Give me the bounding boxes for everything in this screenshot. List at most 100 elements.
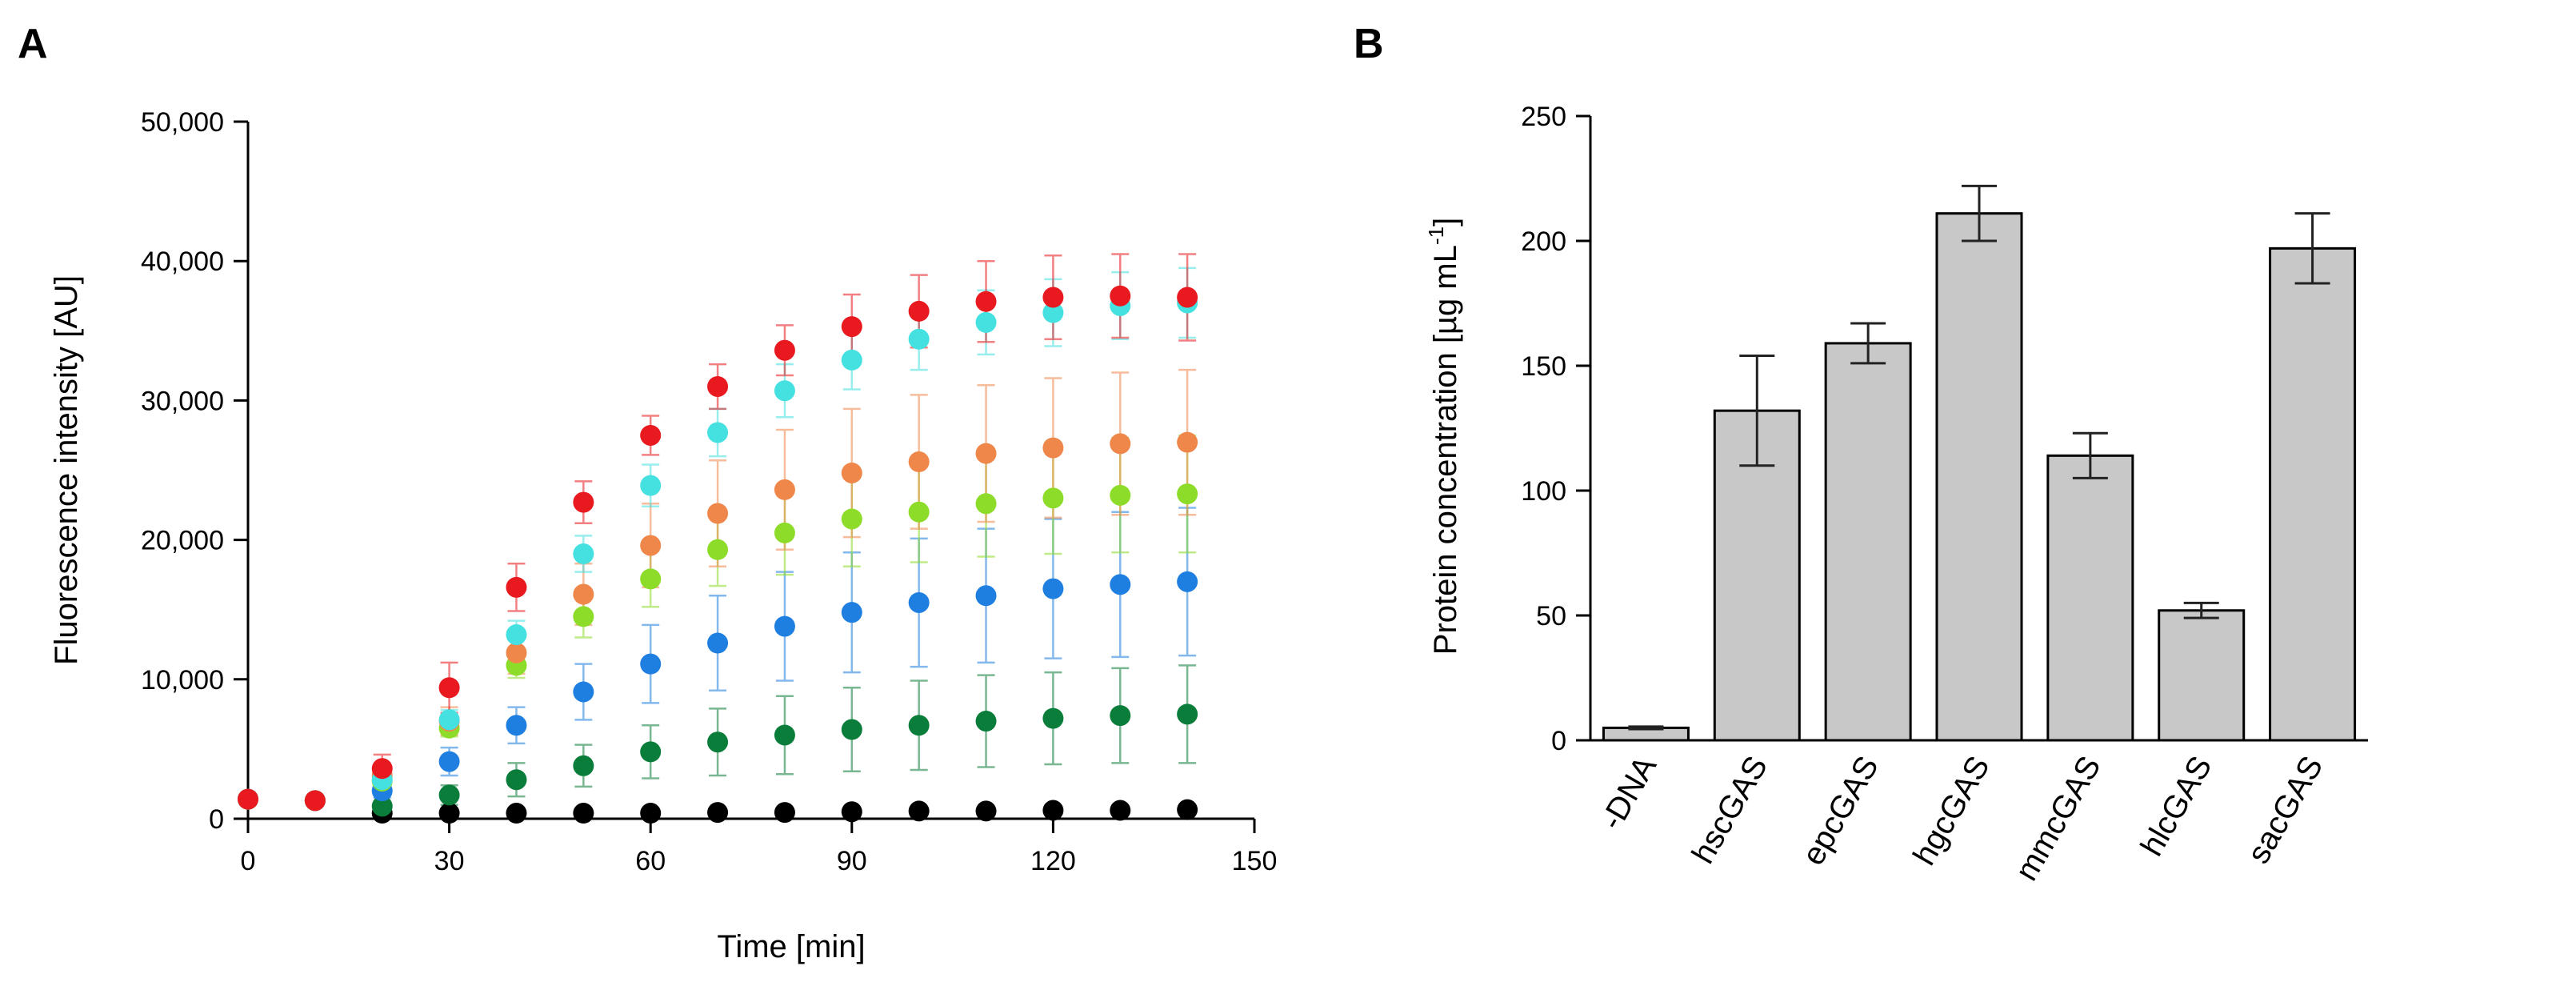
panel-a-data-point	[975, 585, 997, 607]
panel-a-data-point	[1110, 705, 1131, 727]
panel-a-data-point	[1042, 707, 1064, 729]
panel-a-ticks: 0 10,000 20,000 30,000 40,000 50,000 0 30 60 90 12…	[141, 107, 1277, 876]
panel-a-data-point	[438, 709, 460, 731]
panel-a-x-tick-label: 150	[1232, 846, 1278, 876]
panel-a-data-point	[1042, 287, 1064, 308]
panel-a-data-point	[1177, 703, 1198, 725]
panel-a-data-point	[975, 493, 997, 515]
panel-a-y-tick-label: 50,000	[141, 107, 224, 138]
panel-a-data-point	[371, 796, 393, 817]
panel-label-b: B	[1354, 21, 1384, 67]
panel-a-data-point	[774, 479, 795, 500]
panel-a-y-axis-title: Fluorescence intensity [AU]	[49, 275, 84, 665]
panel-a-data-point	[841, 801, 862, 823]
panel-a-data-point	[640, 424, 662, 446]
panel-a-data-point	[1177, 483, 1198, 505]
panel-b-y-tick-label: 50	[1536, 601, 1566, 631]
panel-a-data-point	[506, 642, 527, 663]
panel-a-x-tick-label: 120	[1030, 846, 1076, 876]
panel-a-data-point	[975, 443, 997, 464]
panel-a-y-tick-label: 30,000	[141, 386, 224, 416]
panel-a-data-point	[304, 790, 326, 812]
panel-a-data-point	[640, 803, 662, 824]
panel-a-data-point	[238, 788, 258, 810]
panel-a-data-point	[908, 451, 930, 473]
panel-b-y-axis-title-main: Protein concentration [µg mL	[1428, 245, 1463, 655]
panel-b-category-label: hlcGAS	[2134, 751, 2219, 862]
panel-a-data-point	[1042, 578, 1064, 599]
panel-a-x-tick-label: 90	[837, 846, 867, 876]
panel-b-category-label: epcGAS	[1795, 751, 1886, 872]
panel-a-data-point	[640, 568, 662, 590]
panel-a-data-point	[841, 349, 862, 371]
panel-a-data-point	[438, 803, 460, 824]
panel-b-y-axis-title-end: ]	[1428, 218, 1463, 226]
panel-b-error-bar	[2294, 212, 2330, 285]
panel-a-data-point	[975, 711, 997, 732]
panel-b-bar	[2046, 454, 2134, 742]
panel-a-data-point	[438, 751, 460, 772]
panel-a-data-point	[975, 291, 997, 312]
panel-a-data-point	[774, 615, 795, 637]
panel-b-error-bar	[1628, 725, 1664, 731]
panel-a-data-point	[908, 591, 930, 613]
panel-a-data-point	[640, 475, 662, 496]
panel-a-data-point	[841, 508, 862, 530]
panel-b-bar	[2269, 247, 2357, 742]
panel-a-data-point	[774, 380, 795, 402]
panel-b-y-tick-label: 250	[1521, 102, 1566, 132]
panel-a-data-point	[774, 339, 795, 361]
panel-a-data-point	[908, 715, 930, 736]
panel-a-data-point	[1110, 484, 1131, 506]
panel-a-scatter-chart: A 0 10,000 20,000 30,000 40,000 50,000 0 30 60 90…	[18, 21, 1277, 964]
panel-a-data-point	[1042, 437, 1064, 459]
panel-a-data-point	[1042, 800, 1064, 821]
panel-a-data-point	[707, 375, 729, 397]
panel-a-data-point	[707, 503, 729, 524]
panel-a-data-point	[371, 758, 393, 780]
panel-b-y-axis-title: Protein concentration [µg mL-1]	[1424, 218, 1463, 655]
panel-b-y-tick-label: 100	[1521, 476, 1566, 507]
panel-a-x-tick-label: 60	[635, 846, 666, 876]
panel-a-y-tick-label: 10,000	[141, 665, 224, 695]
panel-b-bar	[2158, 609, 2246, 742]
panel-a-data-point	[908, 328, 930, 350]
panel-b-bar-chart: B 0 50 100 150 200 250 -DNA hscGAS epcGAS hgcGAS…	[1354, 21, 2368, 887]
panel-a-data-point	[774, 802, 795, 824]
panel-a-data-point	[707, 802, 729, 824]
panel-b-category-label: -DNA	[1594, 750, 1663, 836]
panel-a-data-point	[841, 602, 862, 623]
panel-a-data-point	[573, 803, 594, 824]
panel-a-y-tick-label: 0	[209, 804, 224, 835]
panel-a-data-point	[573, 606, 594, 627]
panel-b-category-label: mmcGAS	[2009, 751, 2108, 887]
panel-b-bars: -DNA hscGAS epcGAS hgcGAS mmcGAS hlcGAS sacGAS	[1594, 184, 2357, 887]
panel-b-error-bar	[2072, 431, 2108, 479]
panel-a-data-point	[573, 543, 594, 565]
panel-a-data-point	[908, 800, 930, 822]
panel-b-y-tick-label: 0	[1551, 726, 1566, 756]
panel-b-error-bar	[1962, 184, 1997, 242]
panel-b-category-label: hgcGAS	[1906, 751, 1997, 872]
panel-a-data-point	[1177, 287, 1198, 308]
panel-a-data-point	[1177, 571, 1198, 592]
panel-a-x-axis-title: Time [min]	[717, 929, 865, 964]
panel-a-data-point	[438, 784, 460, 806]
panel-b-ticks: 0 50 100 150 200 250	[1521, 102, 1590, 756]
panel-a-data-point	[841, 316, 862, 338]
panel-a-data-point	[506, 624, 527, 646]
panel-a-data-point	[1110, 285, 1131, 307]
panel-a-data-point	[908, 501, 930, 523]
panel-a-data-point	[774, 522, 795, 543]
panel-b-y-tick-label: 150	[1521, 351, 1566, 382]
panel-b-category-label: sacGAS	[2241, 751, 2330, 870]
panel-a-data-point	[573, 491, 594, 513]
panel-a-x-tick-label: 30	[434, 846, 465, 876]
panel-b-bar	[1824, 342, 1912, 742]
panel-a-data-point	[1042, 302, 1064, 323]
panel-b-category-label: hscGAS	[1686, 751, 1774, 870]
panel-a-data-point	[506, 769, 527, 791]
panel-a-data-point	[573, 681, 594, 703]
panel-a-data-point	[1110, 433, 1131, 455]
